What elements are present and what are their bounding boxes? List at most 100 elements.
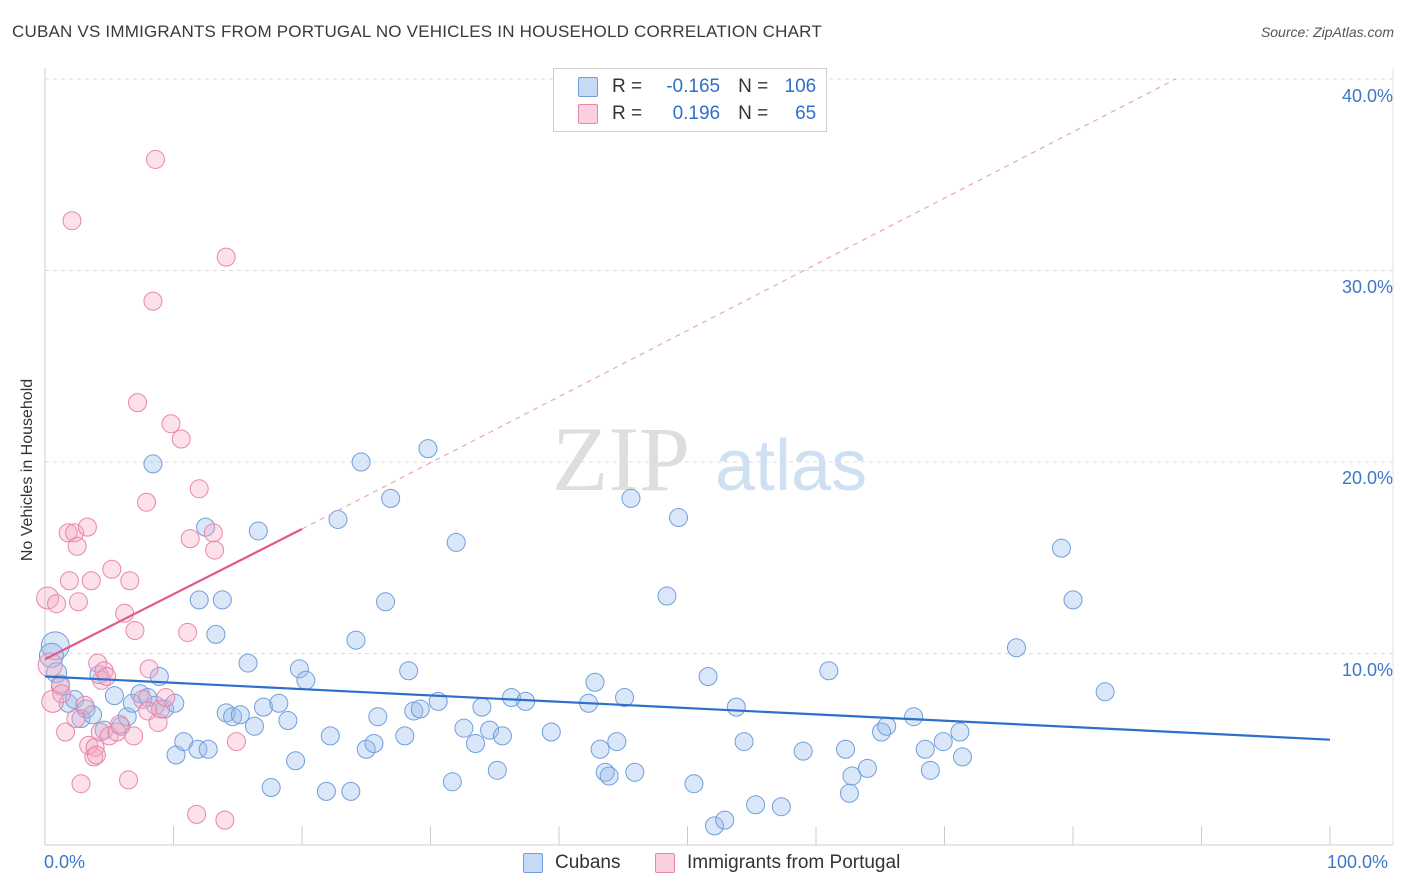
cuban-point [316, 781, 336, 801]
portugal-point [178, 622, 198, 642]
cuban-point [599, 766, 619, 786]
portugal-point [137, 492, 157, 512]
portugal-point [216, 247, 236, 267]
cuban-point [585, 672, 605, 692]
portugal-point [187, 804, 207, 824]
cuban-point [857, 758, 877, 778]
cuban-point [446, 532, 466, 552]
y-tick-label-20: 20.0% [1341, 468, 1393, 488]
cuban-point [1006, 638, 1026, 658]
cuban-point [296, 670, 316, 690]
portugal-point [143, 291, 163, 311]
cuban-point [289, 659, 309, 679]
cuban-point [487, 760, 507, 780]
portugal-point [151, 699, 171, 719]
portugal-point [85, 737, 105, 757]
portugal-point [66, 709, 86, 729]
portugal-point [156, 688, 176, 708]
portugal-point [75, 695, 95, 715]
portugal-point [79, 735, 99, 755]
cuban-point [320, 726, 340, 746]
portugal-point [86, 745, 106, 765]
portugal-point [84, 747, 104, 767]
cuban-point [590, 739, 610, 759]
bottom-legend-label-portugal: Immigrants from Portugal [687, 852, 901, 873]
cuban-point [625, 762, 645, 782]
portugal-point [171, 429, 191, 449]
cuban-point [341, 781, 361, 801]
cuban-point [657, 586, 677, 606]
y-tick-label-10: 10.0% [1341, 660, 1393, 680]
portugal-point [146, 149, 166, 169]
cuban-point [746, 795, 766, 815]
y-tick-label-30: 30.0% [1341, 277, 1393, 297]
legend-row-cubans: R = -0.165 N = 106 [578, 75, 816, 99]
portugal-point [41, 689, 65, 713]
cuban-point [684, 774, 704, 794]
cuban-point [915, 739, 935, 759]
cuban-point [376, 592, 396, 612]
portugal-point [180, 529, 200, 549]
portugal-point [58, 523, 78, 543]
source-label: Source: ZipAtlas.com [1260, 24, 1394, 40]
y-tick-label-40: 40.0% [1341, 86, 1393, 106]
cuban-point [346, 630, 366, 650]
portugal-point [139, 659, 159, 679]
cuban-point [188, 739, 208, 759]
cuban-point [196, 517, 216, 537]
watermark-atlas: atlas [715, 426, 867, 506]
portugal-point [68, 592, 88, 612]
correlation-legend: R = -0.165 N = 106 R = 0.196 N = 65 [553, 68, 827, 132]
watermark-zip: ZIP [552, 408, 690, 510]
cuban-point [952, 747, 972, 767]
portugal-point [56, 722, 76, 742]
cuban-point [212, 590, 232, 610]
portugal-point [133, 689, 153, 709]
cuban-point [351, 452, 371, 472]
portugal-point [36, 586, 60, 610]
cuban-point [595, 762, 615, 782]
cuban-point [1051, 538, 1071, 558]
cuban-point [286, 751, 306, 771]
bottom-legend-swatch-portugal [655, 853, 675, 873]
legend-swatch-cubans [578, 77, 598, 97]
portugal-point [50, 674, 70, 694]
bottom-legend-cubans: Cubans [523, 852, 621, 874]
cuban-point [607, 732, 627, 752]
bottom-legend-portugal: Immigrants from Portugal [655, 852, 900, 874]
cuban-point [621, 488, 641, 508]
portugal-point [59, 571, 79, 591]
cuban-point [198, 739, 218, 759]
cuban-point [399, 661, 419, 681]
portugal-point [47, 594, 67, 614]
bottom-legend-swatch-cubans [523, 853, 543, 873]
portugal-point [161, 414, 181, 434]
cuban-point [950, 722, 970, 742]
cuban-point [839, 783, 859, 803]
x-tick-label-min: 0.0% [44, 852, 86, 872]
legend-n-value-portugal: 65 [795, 103, 817, 124]
cuban-point [734, 732, 754, 752]
cuban-point [418, 439, 438, 459]
cuban-point [877, 716, 897, 736]
cuban-point [920, 760, 940, 780]
legend-r-label: R = [612, 103, 643, 124]
cuban-point [698, 666, 718, 686]
cuban-point [248, 521, 268, 541]
cuban-point [793, 741, 813, 761]
cuban-point [872, 722, 892, 742]
portugal-point [102, 559, 122, 579]
legend-row-portugal: R = 0.196 N = 65 [578, 102, 816, 126]
portugal-point [119, 770, 139, 790]
legend-swatch-portugal [578, 104, 598, 124]
cuban-point [223, 707, 243, 727]
cuban-point [904, 707, 924, 727]
cuban-point [368, 707, 388, 727]
portugal-point [215, 810, 235, 830]
portugal-point [77, 517, 97, 537]
portugal-point [203, 523, 223, 543]
cuban-point [253, 697, 273, 717]
legend-n-label: N = [738, 103, 769, 124]
legend-n-value-cubans: 106 [784, 76, 817, 97]
